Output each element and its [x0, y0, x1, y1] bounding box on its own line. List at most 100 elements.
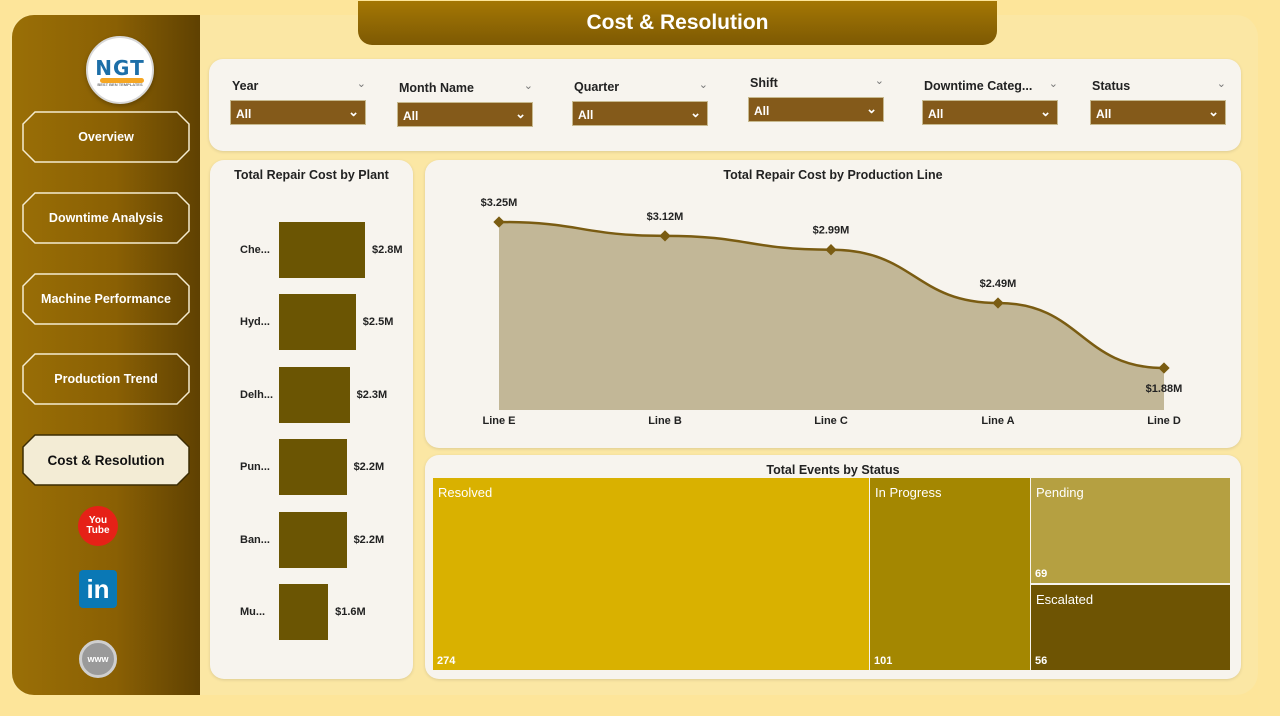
website-label: www: [87, 654, 109, 664]
filter-value: All: [236, 107, 252, 121]
plant-value-label: $2.2M: [353, 533, 385, 546]
treemap-tile-label: Escalated: [1036, 592, 1094, 607]
plant-category-label: Mu...: [240, 606, 266, 618]
filter-dropdown[interactable]: All ⌄: [572, 101, 708, 126]
treemap-tile-label: In Progress: [875, 485, 942, 500]
plant-category-label: Ban...: [240, 533, 270, 546]
website-globe-icon[interactable]: www: [79, 640, 117, 678]
sidebar-item-cost-resolution[interactable]: Cost & Resolution: [22, 434, 190, 486]
plant-chart-title: Total Repair Cost by Plant: [234, 168, 389, 182]
filter-dropdown[interactable]: All ⌄: [397, 102, 533, 127]
plant-category-label: Pun...: [240, 461, 270, 474]
linkedin-icon[interactable]: in: [79, 570, 117, 608]
sidebar-item-downtime-analysis[interactable]: Downtime Analysis: [22, 192, 190, 244]
filter-dropdown[interactable]: All ⌄: [922, 100, 1058, 125]
x-axis-tick-label: Line C: [814, 415, 848, 427]
repair-cost-by-plant-card: Total Repair Cost by Plant Che... $2.8M Hy…: [210, 160, 413, 679]
treemap-tile-pending[interactable]: Pending 69: [1031, 478, 1230, 583]
youtube-icon[interactable]: You Tube: [78, 506, 118, 546]
line-data-label: $3.12M: [647, 211, 684, 223]
filter-label: Downtime Categ...: [924, 79, 1033, 93]
x-axis-tick-label: Line A: [981, 415, 1014, 427]
filter-dropdown[interactable]: All ⌄: [1090, 100, 1226, 125]
series-line: [498, 220, 1165, 370]
status-chart-title: Total Events by Status: [766, 463, 900, 477]
plant-bar[interactable]: [279, 366, 350, 423]
linkedin-label: in: [86, 573, 110, 604]
youtube-label: You Tube: [86, 515, 110, 536]
sidebar-item-production-trend[interactable]: Production Trend: [22, 353, 190, 405]
treemap-tile-value: 69: [1035, 568, 1048, 580]
nav-button-frame: [22, 353, 190, 405]
filter-label: Quarter: [574, 80, 620, 94]
plant-bar[interactable]: [279, 222, 365, 278]
treemap-tile-value: 274: [437, 655, 456, 667]
treemap-tile-resolved[interactable]: Resolved 274: [433, 478, 869, 670]
sidebar-item-label: Downtime Analysis: [48, 211, 164, 225]
filter-label: Month Name: [399, 81, 474, 95]
x-axis-tick-label: Line E: [482, 415, 515, 427]
page-title: Cost & Resolution: [586, 11, 769, 34]
plant-value-label: $2.8M: [372, 244, 403, 256]
line-data-label: $1.88M: [1146, 383, 1183, 395]
chevron-down-icon[interactable]: ⌄: [1048, 78, 1058, 90]
sidebar-item-overview[interactable]: Overview: [22, 111, 190, 163]
chevron-down-icon[interactable]: ⌄: [874, 75, 884, 87]
treemap-tile-label: Resolved: [438, 485, 493, 500]
logo-text: NGT: [95, 56, 145, 80]
line-data-point[interactable]: [992, 297, 1004, 309]
filter-dropdown[interactable]: All ⌄: [748, 97, 884, 122]
treemap-tile-in-progress[interactable]: In Progress 101: [870, 478, 1030, 670]
chevron-down-icon: ⌄: [1040, 104, 1051, 119]
chevron-down-icon: ⌄: [515, 106, 526, 121]
x-axis-tick-label: Line D: [1147, 415, 1181, 427]
treemap-tile-value: 101: [874, 655, 893, 667]
treemap-tile-value: 56: [1035, 655, 1048, 667]
sidebar-item-label: Machine Performance: [41, 292, 171, 306]
nav-button-frame: [22, 273, 190, 325]
line-data-label: $3.25M: [481, 197, 518, 209]
filter-value: All: [1096, 107, 1112, 121]
plant-bar-row: Hyd... $2.5M: [210, 294, 413, 351]
filter-value: All: [754, 104, 770, 118]
plant-bar-row: Mu... $1.6M: [210, 584, 413, 640]
nav-button-frame: [22, 434, 190, 486]
plant-value-label: $2.5M: [362, 316, 394, 329]
line-data-point[interactable]: [659, 230, 671, 242]
plant-category-label: Delh...: [240, 388, 274, 401]
line-data-label: $2.99M: [813, 225, 850, 237]
nav-button-frame: [22, 111, 190, 163]
ngt-logo: NGT BEST BEN TEMPLATES: [86, 36, 154, 104]
filter-value: All: [928, 107, 944, 121]
nav-button-frame: [22, 192, 190, 244]
plant-category-label: Che...: [240, 244, 270, 256]
line-data-point[interactable]: [1158, 362, 1170, 374]
chevron-down-icon[interactable]: ⌄: [523, 80, 533, 92]
chevron-down-icon: ⌄: [348, 104, 359, 119]
chevron-down-icon[interactable]: ⌄: [356, 78, 366, 90]
plant-bar-row: Ban... $2.2M: [210, 511, 413, 568]
plant-bar[interactable]: [279, 584, 329, 640]
sidebar-item-machine-performance[interactable]: Machine Performance: [22, 273, 190, 325]
plant-bar[interactable]: [279, 439, 347, 496]
treemap-tile-escalated[interactable]: Escalated 56: [1031, 585, 1230, 670]
line-chart-title: Total Repair Cost by Production Line: [723, 168, 943, 182]
chevron-down-icon: ⌄: [866, 101, 877, 116]
filter-panel: [209, 59, 1241, 151]
plant-bar[interactable]: [279, 294, 356, 351]
chevron-down-icon[interactable]: ⌄: [698, 79, 708, 91]
filter-dropdown[interactable]: All ⌄: [230, 100, 366, 125]
chevron-down-icon: ⌄: [690, 105, 701, 120]
plant-bar[interactable]: [279, 511, 347, 568]
filter-value: All: [403, 109, 419, 123]
sidebar-item-label: Production Trend: [54, 372, 158, 386]
chevron-down-icon[interactable]: ⌄: [1216, 78, 1226, 90]
repair-cost-by-line-card: Total Repair Cost by Production Line $3.…: [425, 160, 1241, 448]
plant-value-label: $1.6M: [335, 606, 366, 618]
plant-bar-row: Delh... $2.3M: [210, 366, 413, 423]
logo-subtitle: BEST BEN TEMPLATES: [97, 82, 143, 87]
sidebar-item-label: Overview: [78, 130, 134, 144]
area-fill: [499, 222, 1164, 410]
plant-category-label: Hyd...: [240, 316, 270, 329]
line-data-point[interactable]: [825, 244, 837, 256]
